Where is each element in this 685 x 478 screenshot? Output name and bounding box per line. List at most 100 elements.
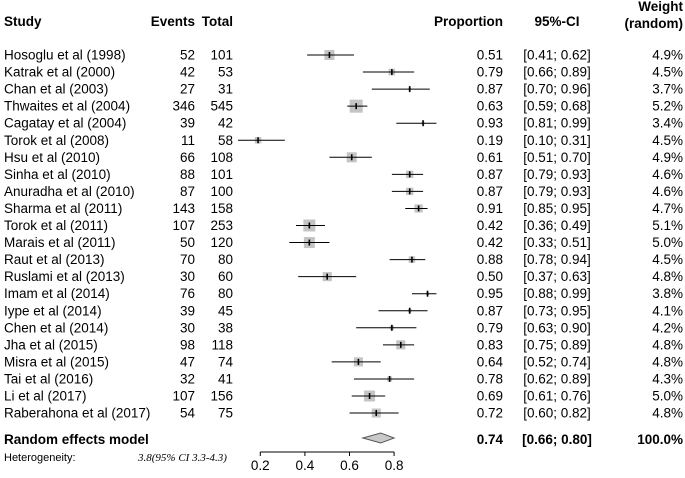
study-row: Sinha et al (2010) 88 101 0.87 [0.79; 0.93] 4…: [4, 167, 683, 182]
study-total: 31: [218, 82, 233, 97]
study-name: Hosoglu et al (1998): [4, 48, 126, 63]
study-ci: [0.41; 0.62]: [523, 48, 591, 63]
study-row: Anuradha et al (2010) 87 100 0.87 [0.79; 0.9…: [4, 184, 683, 199]
study-weight: 5.1%: [652, 218, 683, 233]
summary-label: Random effects model: [4, 432, 149, 447]
study-weight: 4.9%: [652, 150, 683, 165]
study-weight: 4.7%: [652, 201, 683, 216]
study-events: 87: [180, 184, 195, 199]
study-ci: [0.85; 0.95]: [523, 201, 591, 216]
study-events: 346: [172, 99, 195, 114]
study-weight: 4.1%: [652, 303, 683, 318]
study-row: Li et al (2017) 107 156 0.69 [0.61; 0.76] 5.0…: [4, 389, 683, 404]
header-events: Events: [151, 14, 195, 29]
study-name: Raut et al (2013): [4, 252, 105, 267]
study-name: Torok et al (2011): [4, 218, 108, 233]
study-ci: [0.79; 0.93]: [523, 184, 591, 199]
study-events: 32: [180, 371, 195, 386]
study-proportion: 0.93: [477, 116, 503, 131]
study-total: 545: [210, 99, 233, 114]
study-weight: 3.7%: [652, 82, 683, 97]
study-weight: 4.8%: [652, 354, 683, 369]
study-total: 158: [210, 201, 233, 216]
study-events: 66: [180, 150, 195, 165]
study-row: Cagatay et al (2004) 39 42 0.93 [0.81; 0.99]…: [4, 116, 683, 131]
header-total: Total: [202, 14, 233, 29]
study-proportion: 0.91: [477, 201, 503, 216]
study-proportion: 0.79: [477, 320, 503, 335]
study-row: Marais et al (2011) 50 120 0.42 [0.33; 0.51]…: [4, 235, 683, 250]
study-ci: [0.66; 0.89]: [523, 65, 591, 80]
study-total: 38: [218, 320, 233, 335]
summary-diamond: [361, 432, 396, 444]
study-total: 80: [218, 286, 233, 301]
study-row: Imam et al (2014) 76 80 0.95 [0.88; 0.99] 3.8…: [4, 286, 683, 301]
x-axis: 0.2 0.4 0.6 0.8: [251, 451, 404, 473]
study-events: 98: [180, 337, 195, 352]
study-name: Imam et al (2014): [4, 286, 110, 301]
study-events: 88: [180, 167, 195, 182]
study-weight: 4.8%: [652, 337, 683, 352]
header-study: Study: [4, 14, 42, 29]
study-row: Iype et al (2014) 39 45 0.87 [0.73; 0.95] 4.1…: [4, 303, 683, 318]
study-total: 120: [210, 235, 233, 250]
study-events: 47: [180, 354, 195, 369]
study-name: Thwaites et al (2004): [4, 99, 130, 114]
study-events: 50: [180, 235, 195, 250]
study-ci: [0.78; 0.94]: [523, 252, 591, 267]
study-proportion: 0.19: [477, 133, 503, 148]
study-ci: [0.63; 0.90]: [523, 320, 591, 335]
study-ci: [0.62; 0.89]: [523, 371, 591, 386]
study-total: 80: [218, 252, 233, 267]
study-total: 58: [218, 133, 233, 148]
study-weight: 4.2%: [652, 320, 683, 335]
study-events: 107: [172, 389, 195, 404]
summary-proportion: 0.74: [477, 432, 504, 447]
study-name: Raberahona et al (2017): [4, 406, 150, 421]
study-name: Misra et al (2015): [4, 354, 109, 369]
study-row: Hosoglu et al (1998) 52 101 0.51 [0.41; 0.62…: [4, 48, 683, 63]
study-ci: [0.33; 0.51]: [523, 235, 591, 250]
heterogeneity-value: 3.8(95% CI 3.3-4.3): [137, 452, 227, 464]
study-name: Torok et al (2008): [4, 133, 109, 148]
header-weight-random: (random): [625, 16, 684, 31]
study-weight: 4.8%: [652, 269, 683, 284]
study-row: Chan et al (2003) 27 31 0.87 [0.70; 0.96] 3.7…: [4, 82, 683, 97]
study-proportion: 0.87: [477, 184, 503, 199]
study-proportion: 0.63: [477, 99, 503, 114]
header-proportion: Proportion: [434, 14, 503, 29]
study-events: 39: [180, 303, 195, 318]
study-weight: 4.6%: [652, 184, 683, 199]
study-events: 54: [180, 406, 196, 421]
study-weight: 4.5%: [652, 133, 683, 148]
study-row: Sharma et al (2011) 143 158 0.91 [0.85; 0.95…: [4, 201, 683, 216]
study-proportion: 0.72: [477, 406, 503, 421]
study-ci: [0.73; 0.95]: [523, 303, 591, 318]
study-events: 42: [180, 65, 195, 80]
study-total: 45: [218, 303, 233, 318]
study-weight: 4.5%: [652, 252, 683, 267]
study-total: 118: [211, 337, 233, 352]
study-events: 27: [180, 82, 195, 97]
study-ci: [0.36; 0.49]: [523, 218, 591, 233]
study-name: Cagatay et al (2004): [4, 116, 126, 131]
study-row: Torok et al (2011) 107 253 0.42 [0.36; 0.49]…: [4, 218, 683, 233]
summary-weight: 100.0%: [637, 432, 683, 447]
study-ci: [0.60; 0.82]: [523, 406, 591, 421]
study-row: Torok et al (2008) 11 58 0.19 [0.10; 0.31] 4.…: [4, 133, 683, 148]
study-total: 41: [218, 371, 233, 386]
study-name: Chan et al (2003): [4, 82, 108, 97]
study-total: 60: [218, 269, 233, 284]
study-weight: 4.6%: [652, 167, 683, 182]
study-ci: [0.79; 0.93]: [523, 167, 591, 182]
study-proportion: 0.87: [477, 303, 503, 318]
study-total: 101: [210, 48, 233, 63]
study-name: Katrak et al (2000): [4, 65, 115, 80]
study-total: 156: [210, 389, 233, 404]
study-weight: 4.3%: [652, 371, 683, 386]
header-row: Study Events Total Proportion 95%-CI Wei…: [4, 0, 683, 31]
study-total: 108: [210, 150, 233, 165]
axis-tick-label: 0.8: [385, 458, 404, 473]
study-ci: [0.59; 0.68]: [523, 99, 591, 114]
study-row: Hsu et al (2010) 66 108 0.61 [0.51; 0.70] 4.9…: [4, 150, 683, 165]
